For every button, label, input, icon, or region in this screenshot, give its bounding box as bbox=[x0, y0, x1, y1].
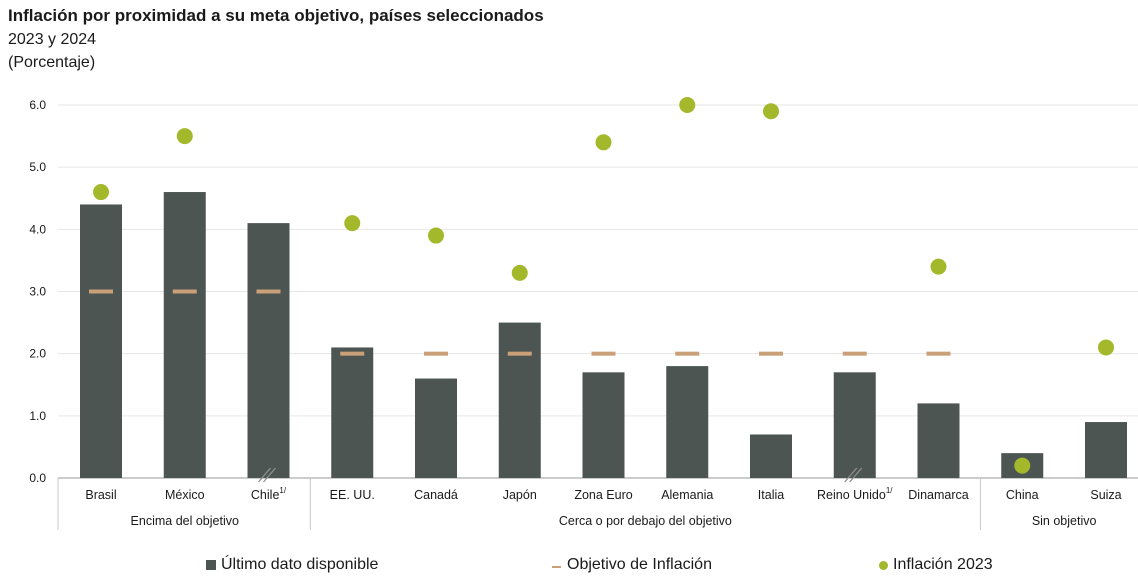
inflation-dot bbox=[428, 227, 444, 244]
legend-label-target: Objetivo de Inflación bbox=[567, 556, 712, 573]
category-label: México bbox=[165, 488, 205, 502]
bar bbox=[917, 403, 960, 478]
bar bbox=[331, 347, 374, 478]
target-marker bbox=[759, 351, 783, 356]
legend-label-bars: Último dato disponible bbox=[221, 556, 379, 573]
category-label: EE. UU. bbox=[330, 488, 375, 502]
inflation-dot bbox=[93, 184, 109, 201]
bar bbox=[498, 322, 541, 478]
bar bbox=[247, 223, 290, 478]
category-label: Zona Euro bbox=[574, 488, 632, 502]
inflation-dot bbox=[1098, 339, 1114, 356]
chart-title: Inflación por proximidad a su meta objet… bbox=[8, 6, 544, 25]
bar bbox=[1085, 422, 1127, 478]
target-marker bbox=[507, 351, 532, 356]
target-marker bbox=[926, 351, 951, 356]
target-marker bbox=[675, 351, 700, 356]
y-tick-label: 1.0 bbox=[29, 409, 46, 423]
target-marker bbox=[89, 289, 113, 294]
legend-item-bars: Último dato disponible bbox=[206, 556, 378, 574]
inflation-dot bbox=[679, 97, 696, 113]
inflation-dot bbox=[595, 134, 612, 151]
legend-label-dots: Inflación 2023 bbox=[893, 556, 993, 573]
legend-item-target: Objetivo de Inflación bbox=[552, 556, 712, 574]
bar bbox=[833, 372, 876, 478]
bar bbox=[80, 204, 122, 478]
category-label: Italia bbox=[758, 488, 784, 502]
footnote-marker: 1/ bbox=[886, 486, 893, 495]
category-label: China bbox=[1006, 488, 1039, 502]
target-marker bbox=[591, 351, 616, 356]
target-marker bbox=[424, 351, 448, 356]
inflation-dot bbox=[1014, 457, 1031, 474]
inflation-dot bbox=[511, 264, 528, 281]
bar bbox=[415, 378, 457, 478]
inflation-dot bbox=[763, 103, 779, 120]
legend-dash-swatch bbox=[552, 566, 561, 568]
category-label: Japón bbox=[503, 488, 537, 502]
chart-unit: (Porcentaje) bbox=[8, 54, 96, 71]
axis-break-mark bbox=[258, 467, 271, 483]
bar bbox=[582, 372, 625, 478]
inflation-dot bbox=[176, 128, 193, 145]
legend-item-dots: Inflación 2023 bbox=[879, 556, 993, 574]
y-tick-label: 3.0 bbox=[29, 285, 46, 299]
inflation-dot bbox=[930, 258, 947, 275]
chart-subtitle: 2023 y 2024 bbox=[8, 31, 97, 48]
group-label: Sin objetivo bbox=[1032, 514, 1097, 528]
y-tick-label: 4.0 bbox=[29, 222, 46, 236]
axis-break-mark bbox=[844, 467, 858, 483]
target-marker bbox=[256, 289, 281, 294]
y-tick-label: 5.0 bbox=[29, 160, 46, 174]
y-tick-label: 0.0 bbox=[29, 471, 46, 485]
bar bbox=[163, 192, 206, 479]
category-label: Alemania bbox=[661, 488, 713, 502]
category-label: Dinamarca bbox=[908, 488, 968, 502]
axis-break-mark bbox=[849, 467, 863, 483]
category-label: Chile1/ bbox=[251, 486, 287, 502]
category-label: Canadá bbox=[414, 488, 458, 502]
target-marker bbox=[340, 351, 365, 356]
target-marker bbox=[842, 351, 867, 356]
bar bbox=[750, 434, 792, 478]
y-tick-label: 6.0 bbox=[29, 98, 46, 112]
target-marker bbox=[172, 289, 197, 294]
group-label: Encima del objetivo bbox=[131, 514, 239, 528]
footnote-marker: 1/ bbox=[279, 486, 286, 495]
category-label: Reino Unido1/ bbox=[817, 486, 893, 502]
y-tick-label: 2.0 bbox=[29, 347, 46, 361]
inflation-dot bbox=[344, 215, 361, 232]
category-label: Suiza bbox=[1090, 488, 1121, 502]
bar bbox=[666, 366, 709, 478]
legend-bar-swatch bbox=[206, 560, 216, 570]
legend-dot-swatch bbox=[879, 560, 888, 570]
axis-break-mark bbox=[263, 467, 276, 483]
group-label: Cerca o por debajo del objetivo bbox=[559, 514, 732, 528]
category-label: Brasil bbox=[85, 488, 116, 502]
